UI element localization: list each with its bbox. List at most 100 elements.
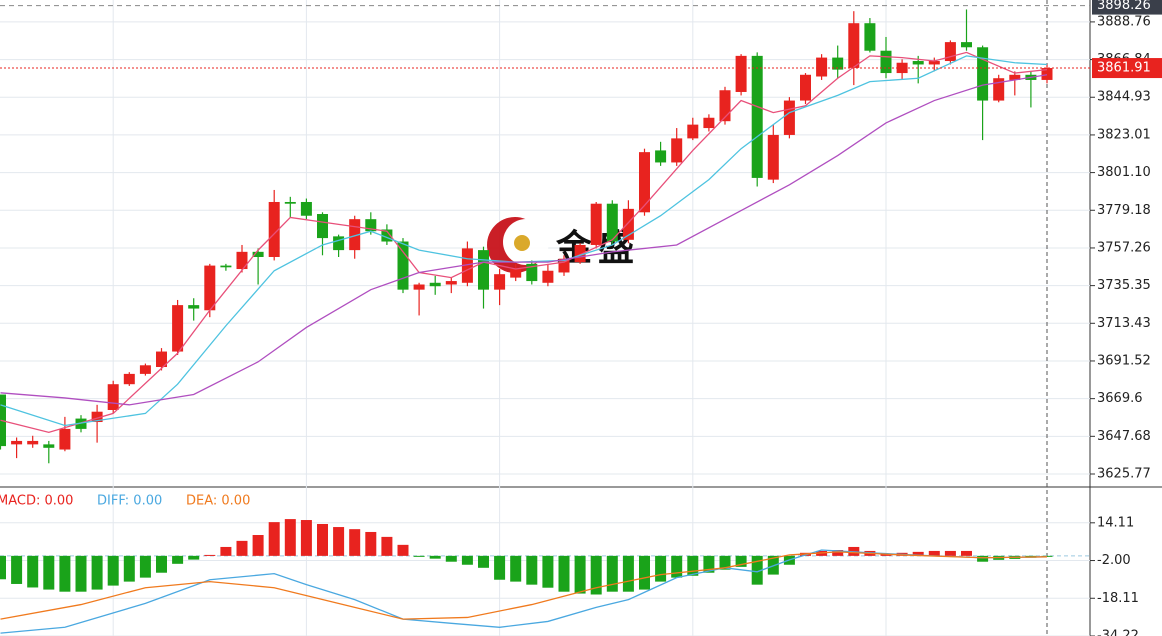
candle-body (671, 138, 683, 163)
macd-bar (639, 555, 650, 590)
candle-body (27, 440, 39, 445)
macd-bar (574, 555, 586, 594)
candle-body (848, 23, 860, 68)
candle-body (300, 201, 312, 216)
candle-body (1041, 68, 1053, 80)
candle-body (445, 281, 457, 285)
y-tick-label: 3691.52 (1097, 353, 1151, 368)
macd-bar (27, 555, 39, 588)
candle-body (397, 241, 409, 290)
y-tick-label: 3625.77 (1097, 466, 1151, 481)
macd-bar (413, 555, 425, 557)
macd-bar (461, 555, 473, 565)
macd-bar (236, 540, 248, 556)
macd-bar (703, 555, 715, 573)
macd-bar (429, 555, 441, 559)
candle-body (139, 365, 151, 374)
candle-body (268, 201, 280, 257)
macd-bar (912, 551, 924, 556)
macd-bar (11, 555, 23, 584)
candle-body (413, 284, 425, 290)
candle-body (204, 265, 216, 311)
candle-body (188, 305, 200, 309)
macd-bar (349, 529, 361, 556)
macd-bar (123, 555, 135, 582)
candle-body (767, 134, 779, 180)
candle-body (558, 258, 570, 273)
macd-bar (300, 520, 312, 556)
candle-body (494, 274, 506, 290)
candle-body (977, 47, 989, 101)
legend-label: MACD: 0.00 (0, 494, 73, 509)
legend-label: DEA: 0.00 (186, 494, 250, 509)
macd-bar (510, 555, 522, 582)
candle-body (75, 418, 87, 429)
watermark-logo (487, 217, 549, 273)
candle-body (526, 263, 538, 282)
macd-bar (284, 519, 296, 556)
macd-bar (558, 555, 570, 592)
logo-coin (514, 235, 530, 251)
candle-body (1009, 74, 1021, 80)
macd-bar (494, 555, 506, 580)
y-tick-label: 3647.68 (1097, 429, 1151, 444)
candle-body (622, 208, 634, 240)
moving-average (0, 55, 1048, 427)
macd-bar (735, 555, 747, 567)
moving-average (0, 74, 1048, 406)
candle-body (816, 57, 828, 77)
y-tick-label: 3779.18 (1097, 203, 1151, 218)
candle-body (912, 61, 924, 65)
macd-bar (59, 555, 71, 592)
macd-bar (542, 555, 554, 588)
macd-bar (156, 555, 167, 573)
last-price-tag-bg (1092, 58, 1162, 79)
candle-body (880, 50, 892, 74)
candle-body (284, 201, 296, 204)
candle-body (944, 42, 956, 62)
candle-body (993, 78, 1005, 101)
candle-body (896, 62, 908, 74)
macd-bar (333, 527, 345, 556)
y-tick-label: 3735.35 (1097, 278, 1151, 293)
macd-bar (751, 555, 763, 585)
macd-bar (381, 536, 393, 556)
moving-average (0, 51, 1048, 434)
macd-bar (944, 550, 956, 556)
candle-body (783, 100, 795, 135)
candle-body (333, 236, 345, 251)
macd-bar (75, 555, 87, 592)
candle-body (800, 74, 811, 101)
y-tick-label: 3801.10 (1097, 165, 1151, 180)
y-tick-label: 3823.01 (1097, 127, 1151, 142)
y-tick-label: -18.11 (1097, 591, 1139, 606)
macd-bar (622, 555, 634, 592)
candle-body (719, 90, 731, 122)
macd-bar (204, 554, 216, 556)
candle-body (381, 229, 393, 242)
candle-body (639, 152, 650, 213)
candle-body (832, 57, 844, 70)
macd-line (0, 549, 1048, 634)
y-tick-label: 3713.43 (1097, 316, 1151, 331)
macd-bar (478, 555, 489, 568)
candle-body (220, 265, 232, 268)
candle-body (365, 219, 377, 232)
high-tag-bg (1092, 0, 1162, 15)
macd-bar (268, 522, 280, 556)
macd-bar (43, 555, 55, 590)
macd-bar (977, 555, 989, 562)
candle-body (461, 248, 473, 283)
macd-bar (0, 555, 6, 580)
y-tick-label: -2.00 (1097, 553, 1131, 568)
macd-bar (928, 550, 940, 556)
candle-body (655, 150, 667, 163)
candle-body (59, 428, 71, 450)
candle-body (317, 214, 328, 239)
candle-body (11, 440, 23, 445)
candle-body (107, 384, 119, 410)
candle-body (961, 42, 972, 48)
candle-body (590, 203, 602, 245)
macd-bar (526, 555, 538, 585)
